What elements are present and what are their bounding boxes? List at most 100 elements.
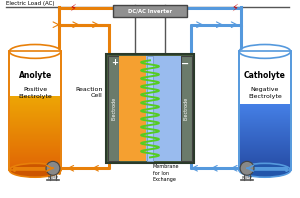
Bar [147, 56, 153, 161]
Bar [10, 150, 60, 151]
Bar [10, 168, 60, 169]
Bar [10, 114, 60, 115]
Bar [10, 107, 60, 108]
Bar [10, 101, 60, 102]
Bar [108, 56, 119, 161]
Bar [10, 125, 60, 126]
Bar [119, 56, 154, 161]
Bar [181, 56, 192, 161]
Text: Membrane
for Ion
Exchange: Membrane for Ion Exchange [153, 164, 179, 182]
Bar [10, 128, 60, 129]
Bar [10, 115, 60, 116]
Bar [10, 161, 60, 162]
Bar [10, 123, 60, 124]
Bar [240, 136, 290, 137]
Bar [240, 106, 290, 107]
Bar [10, 165, 60, 166]
Bar [240, 120, 290, 121]
Bar [240, 131, 290, 132]
Bar [10, 100, 60, 101]
Bar [10, 142, 60, 143]
Bar [10, 98, 60, 99]
Bar [240, 149, 290, 150]
Bar [240, 128, 290, 129]
Text: DC/AC Inverter: DC/AC Inverter [128, 8, 172, 13]
Circle shape [240, 161, 254, 175]
Bar [10, 127, 60, 128]
Bar [240, 126, 290, 127]
Bar [10, 117, 60, 118]
Bar [240, 144, 290, 145]
Bar [10, 153, 60, 154]
Bar [240, 153, 290, 154]
Bar [10, 137, 60, 138]
Bar [10, 119, 60, 120]
Bar [240, 105, 290, 106]
Bar [10, 143, 60, 144]
Bar [10, 148, 60, 149]
Bar [240, 132, 290, 133]
Bar [10, 102, 60, 103]
Bar [10, 130, 60, 131]
Bar [240, 148, 290, 149]
Bar [10, 145, 60, 146]
Bar [10, 155, 60, 156]
Bar [10, 147, 60, 148]
Bar [240, 112, 290, 113]
Bar [10, 152, 60, 153]
Text: Electrode: Electrode [111, 97, 116, 121]
Bar [10, 144, 60, 145]
Bar [240, 109, 290, 110]
Bar [240, 107, 290, 108]
Text: Positive
Electrolyte: Positive Electrolyte [18, 88, 52, 99]
Bar [240, 127, 290, 128]
Bar [10, 124, 60, 125]
Bar [10, 138, 60, 139]
Bar [240, 158, 290, 159]
Bar [146, 56, 181, 161]
Bar [10, 104, 60, 105]
Bar [240, 152, 290, 153]
Ellipse shape [239, 45, 291, 58]
Bar [10, 99, 60, 100]
Text: Catholyte: Catholyte [244, 71, 286, 80]
Bar [10, 132, 60, 133]
Text: Electric Load (AC): Electric Load (AC) [6, 1, 55, 6]
Bar [10, 103, 60, 104]
Bar [10, 96, 60, 97]
Bar [240, 108, 290, 109]
Bar [10, 163, 60, 164]
Bar [240, 137, 290, 138]
Bar [10, 122, 60, 123]
Text: ⚡: ⚡ [231, 3, 238, 13]
Bar [10, 118, 60, 119]
Bar [10, 133, 60, 134]
Bar [10, 146, 60, 147]
Bar [240, 113, 290, 114]
Bar [240, 165, 290, 166]
Text: PUMP: PUMP [242, 176, 253, 180]
Bar [10, 159, 60, 160]
Bar [10, 160, 60, 161]
Bar [239, 51, 291, 170]
Bar [240, 119, 290, 120]
Bar [240, 135, 290, 136]
Bar [240, 163, 290, 164]
Bar [239, 51, 291, 170]
Bar [240, 114, 290, 115]
Bar [240, 117, 290, 118]
Bar [240, 134, 290, 135]
Bar [240, 116, 290, 117]
Bar [240, 155, 290, 156]
Bar [10, 157, 60, 158]
Bar [240, 104, 290, 105]
Bar [240, 110, 290, 111]
Bar [10, 167, 60, 168]
Bar [10, 154, 60, 155]
Bar [240, 164, 290, 165]
Bar [10, 141, 60, 142]
Bar [240, 133, 290, 134]
Bar [10, 111, 60, 112]
Bar [240, 118, 290, 119]
Bar [240, 130, 290, 131]
